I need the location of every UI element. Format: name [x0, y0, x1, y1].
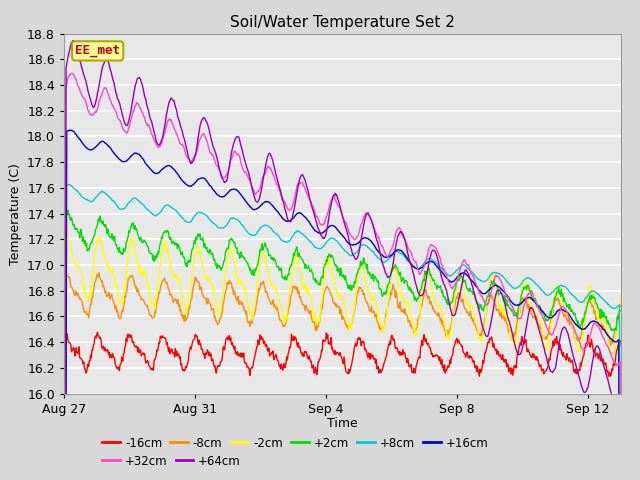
-16cm: [605, 373, 612, 379]
+16cm: [173, 171, 181, 177]
-2cm: [173, 274, 181, 280]
Line: -16cm: -16cm: [64, 332, 621, 376]
+64cm: [396, 229, 404, 235]
-16cm: [124, 335, 132, 340]
+8cm: [66, 181, 74, 187]
Title: Soil/Water Temperature Set 2: Soil/Water Temperature Set 2: [230, 15, 455, 30]
+2cm: [64, 207, 72, 213]
Line: -8cm: -8cm: [64, 272, 621, 346]
+64cm: [173, 112, 181, 118]
Y-axis label: Temperature (C): Temperature (C): [8, 163, 22, 264]
+16cm: [124, 156, 132, 162]
+16cm: [136, 153, 143, 158]
+2cm: [136, 238, 143, 243]
+32cm: [173, 132, 181, 138]
-2cm: [349, 313, 357, 319]
-16cm: [93, 329, 101, 335]
Line: +8cm: +8cm: [64, 184, 621, 480]
+2cm: [617, 308, 625, 313]
+32cm: [349, 235, 357, 240]
-8cm: [173, 299, 181, 305]
-8cm: [349, 314, 357, 320]
-16cm: [136, 348, 143, 354]
Line: +16cm: +16cm: [64, 130, 621, 480]
+8cm: [124, 201, 132, 206]
-16cm: [60, 333, 68, 338]
-16cm: [617, 338, 625, 344]
-2cm: [607, 354, 615, 360]
+16cm: [396, 247, 404, 253]
+2cm: [60, 219, 68, 225]
Line: +64cm: +64cm: [64, 41, 621, 480]
-16cm: [173, 353, 181, 359]
-16cm: [349, 354, 357, 360]
-8cm: [61, 269, 69, 275]
+32cm: [396, 226, 404, 232]
-8cm: [124, 276, 132, 282]
+2cm: [396, 269, 404, 275]
+8cm: [173, 209, 181, 215]
+8cm: [486, 272, 494, 278]
-8cm: [607, 343, 614, 348]
+64cm: [349, 252, 357, 257]
-16cm: [486, 337, 494, 343]
+32cm: [136, 105, 143, 110]
+64cm: [486, 324, 494, 329]
-8cm: [617, 302, 625, 308]
-16cm: [396, 352, 404, 358]
-2cm: [617, 294, 625, 300]
+2cm: [349, 283, 357, 289]
-2cm: [486, 279, 494, 285]
-8cm: [486, 294, 494, 300]
+2cm: [486, 286, 494, 292]
+16cm: [486, 286, 494, 292]
+8cm: [349, 252, 357, 258]
+64cm: [136, 75, 143, 81]
-8cm: [60, 271, 68, 276]
+16cm: [67, 127, 74, 133]
Text: EE_met: EE_met: [75, 44, 120, 58]
+8cm: [136, 199, 143, 205]
+2cm: [124, 234, 132, 240]
+16cm: [349, 242, 357, 248]
-2cm: [124, 251, 132, 257]
Line: +2cm: +2cm: [64, 210, 621, 331]
+64cm: [69, 38, 77, 44]
X-axis label: Time: Time: [327, 417, 358, 430]
+8cm: [396, 250, 404, 256]
-2cm: [396, 288, 404, 294]
+32cm: [68, 71, 76, 76]
-2cm: [60, 235, 68, 240]
+32cm: [486, 292, 494, 298]
-2cm: [136, 262, 143, 268]
+32cm: [124, 127, 132, 133]
+64cm: [124, 120, 132, 125]
Legend: +32cm, +64cm: +32cm, +64cm: [98, 450, 246, 472]
-2cm: [62, 226, 70, 231]
Line: +32cm: +32cm: [64, 73, 621, 480]
-8cm: [396, 299, 404, 305]
-8cm: [136, 293, 143, 299]
+2cm: [609, 328, 617, 334]
+2cm: [173, 246, 181, 252]
Line: -2cm: -2cm: [64, 228, 621, 357]
